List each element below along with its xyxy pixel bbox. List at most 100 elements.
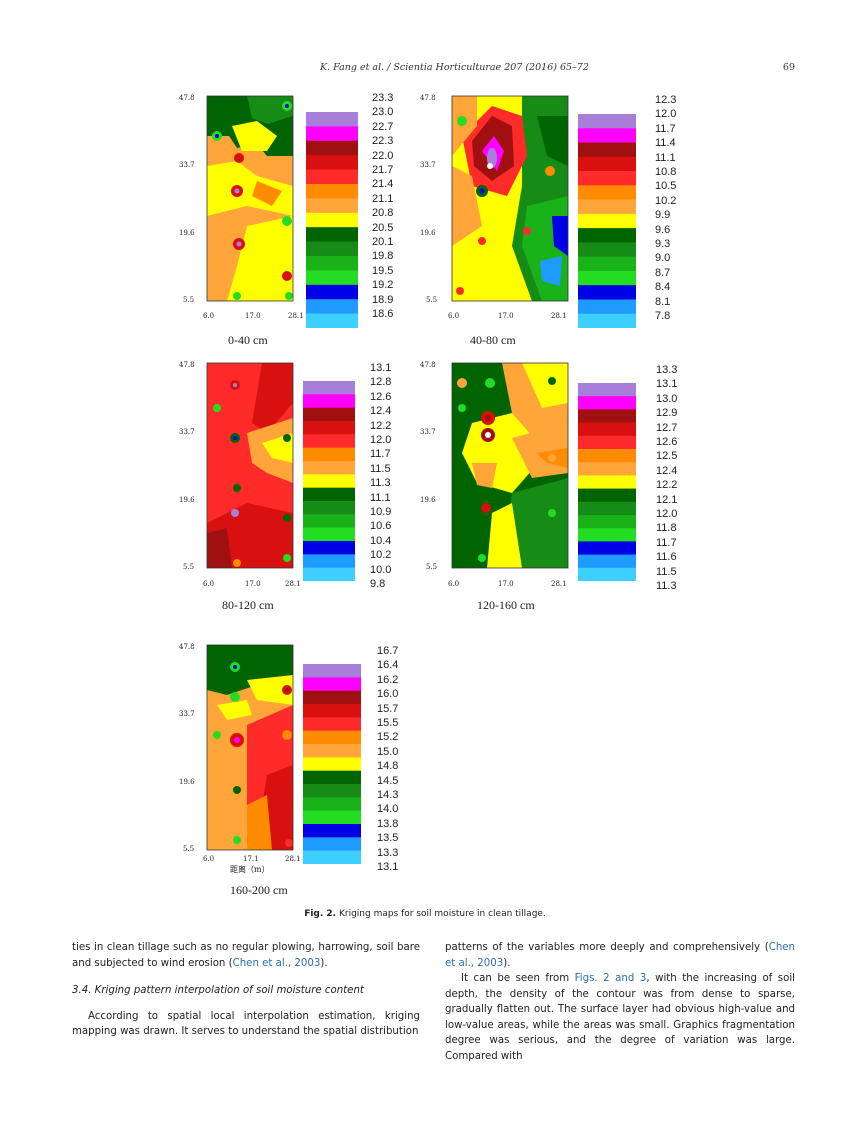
paragraph-text: ). [320, 957, 328, 969]
legend-swatch [578, 242, 636, 257]
citation-link[interactable]: Chen et al., 2003 [445, 942, 795, 969]
panel-label-160-200: 160-200 cm [230, 883, 288, 897]
y-tick-label: 33.7 [179, 161, 195, 169]
legend-swatch [303, 407, 355, 422]
legend-swatch [578, 541, 636, 555]
legend-swatch [306, 169, 358, 185]
legend-value: 10.2 [655, 194, 677, 207]
legend-value: 10.8 [655, 166, 677, 179]
legend-value: 9.9 [655, 209, 671, 222]
legend-swatch [578, 270, 636, 286]
legend-value: 12.0 [655, 108, 677, 121]
legend-value: 14.3 [377, 789, 399, 802]
legend-swatch [306, 241, 358, 257]
legend-value: 22.7 [372, 120, 394, 133]
legend-value: 12.4 [656, 464, 678, 477]
legend-value: 10.0 [370, 563, 392, 576]
legend-value: 13.3 [377, 846, 399, 859]
legend-swatch [303, 677, 361, 691]
y-tick-label: 33.7 [420, 428, 436, 436]
y-tick-label: 19.6 [420, 229, 436, 237]
legend-value: 11.5 [370, 462, 391, 475]
legend-swatch [578, 554, 636, 569]
legend-swatch [578, 396, 636, 410]
legend-swatch [303, 487, 355, 502]
legend-swatch [303, 837, 361, 851]
legend-swatch [578, 528, 636, 542]
legend-swatch [578, 213, 636, 229]
y-tick-label: 5.5 [183, 296, 194, 304]
running-title: K. Fang et al. / Scientia Horticulturae … [320, 62, 589, 73]
legend-swatch [578, 256, 636, 272]
legend-value: 13.1 [656, 378, 678, 391]
legend-swatch [306, 270, 358, 286]
paragraph-text: patterns of the variables more deeply an… [445, 942, 769, 953]
kriging-panel-80-120: 47.8 33.7 19.6 5.5 6.0 17.0 28.1 [175, 358, 375, 590]
kriging-map-80-120: 47.8 33.7 19.6 5.5 6.0 17.0 28.1 [179, 361, 301, 588]
legend-value: 19.2 [372, 279, 394, 292]
legend-swatch [303, 770, 361, 785]
legend-swatch [578, 422, 636, 437]
legend-value: 20.1 [372, 236, 394, 249]
legend-value: 22.0 [372, 149, 394, 162]
legend-swatch [578, 156, 636, 172]
legend-value: 14.8 [377, 760, 399, 773]
legend-swatches-0-40 [306, 112, 358, 328]
legend-value: 8.1 [655, 295, 671, 308]
legend-value: 9.0 [655, 252, 671, 265]
legend-value: 11.8 [656, 522, 677, 535]
legend-swatches-80-120 [303, 381, 355, 581]
legend-value: 12.9 [656, 407, 678, 420]
legend-swatch [578, 313, 636, 328]
legend-values-40-80: 12.3 12.0 11.7 11.4 11.1 10.8 10.5 10.2 … [655, 93, 676, 324]
legend-value: 11.1 [370, 491, 391, 504]
legend-value: 12.6 [370, 390, 392, 403]
legend-swatch [303, 824, 361, 838]
kriging-panel-120-160: 47.8 33.7 19.6 5.5 6.0 17.0 28.1 [418, 358, 578, 590]
legend-value: 14.5 [377, 774, 399, 787]
figure-caption: Fig. 2. Kriging maps for soil moisture i… [0, 909, 850, 919]
legend-value: 11.3 [370, 477, 391, 490]
paragraph: It can be seen from Figs. 2 and 3, with … [445, 971, 795, 1064]
legend-value: 13.3 [656, 364, 678, 376]
legend-swatch [578, 299, 636, 315]
legend-swatch [578, 435, 636, 450]
legend-swatch [578, 488, 636, 503]
legend-value: 13.0 [656, 392, 678, 405]
legend-value: 16.0 [377, 688, 399, 701]
legend-value: 10.4 [370, 534, 392, 547]
x-tick-label: 17.0 [498, 312, 514, 320]
legend-value: 19.8 [372, 250, 394, 263]
legend-swatch [303, 474, 355, 488]
section-heading: 3.4. Kriging pattern interpolation of so… [72, 985, 364, 996]
legend-swatch [578, 567, 636, 581]
legend-value: 11.7 [656, 536, 677, 549]
x-tick-label: 28.1 [285, 580, 301, 588]
x-tick-label: 6.0 [448, 312, 459, 320]
paragraph: ties in clean tillage such as no regular… [72, 940, 420, 971]
legend-value: 10.9 [370, 506, 392, 519]
legend-value: 18.6 [372, 308, 394, 321]
legend-swatch [306, 198, 358, 214]
x-tick-label: 17.0 [245, 312, 261, 320]
legend-value: 21.4 [372, 178, 394, 191]
legend-value: 12.5 [656, 450, 678, 463]
legend-value: 8.4 [655, 281, 671, 294]
figure-link[interactable]: Figs. 2 and 3 [574, 973, 647, 984]
legend-value: 11.5 [656, 565, 677, 578]
legend-swatch [303, 501, 355, 515]
panel-label-120-160: 120-160 cm [477, 598, 535, 612]
legend-swatch [578, 228, 636, 243]
legend-swatch [303, 381, 355, 395]
page-number: 69 [782, 62, 795, 73]
citation-link[interactable]: Chen et al., 2003 [232, 957, 321, 969]
legend-value: 10.2 [370, 549, 392, 562]
legend-swatch [578, 515, 636, 529]
legend-swatch [303, 554, 355, 568]
x-tick-label: 28.1 [285, 855, 301, 863]
legend-value: 13.8 [377, 817, 399, 830]
kriging-map-120-160: 47.8 33.7 19.6 5.5 6.0 17.0 28.1 [420, 361, 569, 588]
legend-value: 23.3 [372, 92, 394, 104]
legend-swatch [306, 126, 358, 142]
paragraph-text: It can be seen from [461, 973, 575, 984]
